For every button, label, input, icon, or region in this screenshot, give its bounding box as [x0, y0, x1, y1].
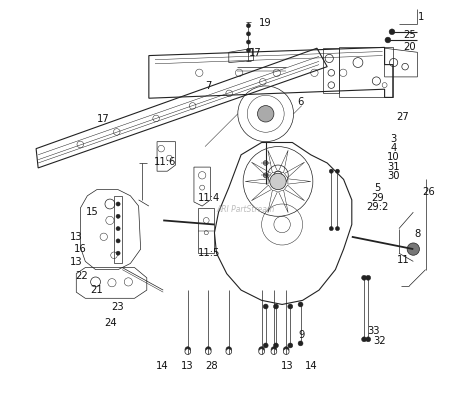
Circle shape — [336, 227, 339, 231]
Circle shape — [263, 173, 268, 178]
Circle shape — [263, 343, 268, 348]
Circle shape — [389, 30, 395, 36]
Text: 19: 19 — [258, 18, 271, 27]
Text: 8: 8 — [414, 228, 420, 238]
Circle shape — [205, 349, 211, 355]
Text: 25: 25 — [403, 30, 416, 40]
Text: 11:5: 11:5 — [198, 248, 220, 258]
Text: 20: 20 — [403, 42, 416, 52]
Text: 13: 13 — [70, 256, 82, 266]
Circle shape — [283, 349, 289, 355]
Circle shape — [185, 349, 191, 355]
Text: 3: 3 — [391, 133, 397, 143]
Text: 30: 30 — [387, 171, 400, 181]
Text: 29:2: 29:2 — [366, 202, 388, 212]
Text: 11:6: 11:6 — [154, 157, 176, 166]
Text: 14: 14 — [156, 360, 169, 370]
Circle shape — [116, 227, 120, 231]
Circle shape — [288, 343, 293, 348]
Text: 32: 32 — [374, 335, 386, 345]
Text: ARI PartStream: ARI PartStream — [216, 204, 274, 213]
Circle shape — [298, 302, 303, 307]
Circle shape — [246, 41, 251, 45]
Text: 31: 31 — [387, 162, 400, 172]
Text: 13: 13 — [70, 231, 82, 241]
Circle shape — [226, 347, 232, 353]
Circle shape — [362, 337, 366, 342]
Circle shape — [116, 202, 120, 207]
Circle shape — [271, 349, 277, 355]
Text: 26: 26 — [422, 187, 435, 196]
Circle shape — [288, 304, 293, 309]
Text: 29: 29 — [371, 192, 383, 202]
Circle shape — [226, 349, 232, 355]
Circle shape — [263, 161, 268, 166]
Circle shape — [329, 170, 333, 174]
Text: 33: 33 — [367, 326, 379, 335]
Text: 4: 4 — [391, 142, 397, 152]
Circle shape — [246, 33, 251, 37]
Text: 15: 15 — [86, 207, 99, 217]
Text: 17: 17 — [249, 48, 262, 58]
Circle shape — [259, 349, 264, 355]
Text: 16: 16 — [74, 244, 87, 254]
Text: 13: 13 — [181, 360, 193, 370]
Circle shape — [116, 239, 120, 243]
Text: 10: 10 — [387, 151, 400, 161]
Circle shape — [246, 49, 251, 53]
Text: 22: 22 — [76, 270, 88, 280]
Text: 11:4: 11:4 — [198, 192, 220, 202]
Circle shape — [273, 304, 278, 309]
Circle shape — [273, 343, 278, 348]
Text: 11: 11 — [397, 255, 410, 265]
Circle shape — [246, 25, 251, 29]
Text: 5: 5 — [374, 182, 381, 192]
Circle shape — [385, 38, 391, 44]
Circle shape — [185, 347, 191, 353]
Circle shape — [366, 337, 371, 342]
Circle shape — [407, 243, 419, 256]
Circle shape — [283, 347, 289, 353]
Circle shape — [259, 347, 264, 353]
Circle shape — [116, 252, 120, 256]
Circle shape — [362, 276, 366, 281]
Text: 13: 13 — [281, 360, 293, 370]
Circle shape — [366, 276, 371, 281]
Text: 23: 23 — [111, 301, 124, 311]
Circle shape — [205, 347, 211, 353]
Text: 1: 1 — [419, 12, 425, 22]
Circle shape — [116, 215, 120, 219]
Text: 28: 28 — [205, 360, 218, 370]
Circle shape — [257, 106, 274, 123]
Text: 17: 17 — [97, 114, 110, 124]
Text: 21: 21 — [91, 285, 103, 294]
Text: 27: 27 — [397, 112, 410, 121]
Text: 24: 24 — [104, 317, 117, 327]
Text: 14: 14 — [305, 360, 318, 370]
Text: 9: 9 — [299, 330, 305, 339]
Text: 7: 7 — [205, 81, 211, 91]
Circle shape — [336, 170, 339, 174]
Circle shape — [263, 304, 268, 309]
Circle shape — [298, 341, 303, 346]
Circle shape — [329, 227, 333, 231]
Circle shape — [271, 347, 277, 353]
Text: 6: 6 — [297, 97, 304, 106]
Circle shape — [270, 174, 286, 190]
